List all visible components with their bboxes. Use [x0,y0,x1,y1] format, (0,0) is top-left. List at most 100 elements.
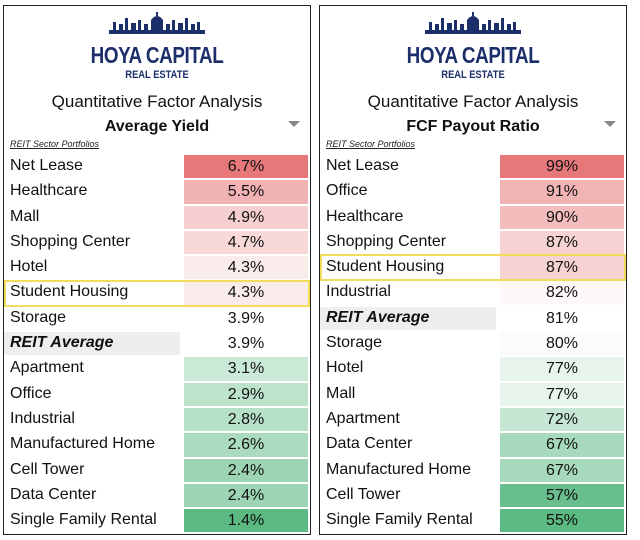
table-row: Single Family Rental 55% [320,508,626,533]
hoya-capital-logo: HOYA CAPITAL REAL ESTATE [320,12,626,92]
value-cell: 67% [500,458,624,482]
row-label: Apartment [326,409,400,427]
row-label: Hotel [10,258,48,276]
value-cell: 6.7% [184,155,308,179]
table-row: Data Center 2.4% [4,483,310,508]
hoya-capital-logo: HOYA CAPITAL REAL ESTATE [4,12,310,92]
table-row: Mall 4.9% [4,205,310,230]
table-row: Mall 77% [320,382,626,407]
table-row: Apartment 3.1% [4,356,310,381]
table-row: Industrial 2.8% [4,407,310,432]
chevron-down-icon[interactable] [604,121,616,127]
row-label: Shopping Center [326,232,447,250]
logo-subtitle: REAL ESTATE [125,69,189,81]
average-yield-panel: HOYA CAPITAL REAL ESTATE Quantitative Fa… [3,5,311,535]
average-label-background [320,306,496,331]
panel-subtitle: Quantitative Factor Analysis [367,92,579,111]
row-label: Shopping Center [10,232,131,250]
value-cell: 3.9% [184,332,308,356]
value-cell: 2.6% [184,433,308,457]
table-row: Manufactured Home 67% [320,458,626,483]
value-cell: 55% [500,509,624,533]
value-cell: 4.9% [184,205,308,229]
row-label: Storage [326,334,383,352]
value-cell: 77% [500,357,624,381]
table-row: Apartment 72% [320,407,626,432]
value-cell: 80% [500,332,624,356]
table-row: Net Lease 6.7% [4,154,310,179]
row-label: Single Family Rental [10,511,157,529]
value-cell: 3.9% [184,306,308,331]
table-row: Healthcare 90% [320,205,626,230]
value-cell: 5.5% [184,180,308,204]
row-label: Industrial [10,409,75,427]
row-label: Net Lease [326,157,399,174]
table-row: Data Center 67% [320,432,626,457]
value-cell: 90% [500,205,624,229]
table-row: Office 2.9% [4,382,310,407]
row-label: Healthcare [10,182,88,200]
skyline-icon [109,12,205,34]
row-label: Office [326,182,368,200]
logo-wordmark: HOYA CAPITAL [406,42,540,68]
value-cell: 4.3% [184,281,308,305]
value-cell: 2.4% [184,458,308,482]
row-label: Net Lease [10,157,83,174]
value-cell: 1.4% [184,509,308,533]
value-cell: 2.8% [184,407,308,432]
value-cell: 87% [500,256,624,280]
row-label: Industrial [326,283,391,301]
table-row: Storage 80% [320,331,626,356]
value-cell: 3.1% [184,357,308,381]
row-label: Storage [10,308,67,326]
row-label: Office [10,384,52,402]
value-cell: 99% [500,155,624,179]
row-label: Healthcare [326,207,404,225]
row-label: REIT Average [10,334,114,352]
row-label: Mall [326,384,356,402]
section-label: REIT Sector Portfolios [326,139,416,149]
value-cell: 67% [500,433,624,457]
value-cell: 87% [500,230,624,255]
factor-table: Net Lease 6.7% Healthcare 5.5% Mall 4.9% Shopp… [4,154,310,533]
table-row: Hotel 77% [320,356,626,381]
average-label-background [4,332,180,356]
table-row: Manufactured Home 2.6% [4,432,310,457]
value-cell: 72% [500,407,624,432]
logo-subtitle: REAL ESTATE [441,69,505,81]
row-label: Apartment [10,359,84,377]
row-label: Mall [10,207,40,225]
table-row: Hotel 4.3% [4,255,310,280]
skyline-icon [425,12,521,34]
panel-subtitle: Quantitative Factor Analysis [51,92,263,111]
metric-title: FCF Payout Ratio [406,118,540,135]
metric-title: Average Yield [104,118,210,135]
value-cell: 2.4% [184,483,308,508]
value-cell: 91% [500,180,624,204]
average-row: REIT Average 3.9% [4,331,310,356]
value-cell: 57% [500,483,624,508]
row-label: Cell Tower [326,485,401,503]
row-label: Student Housing [10,283,129,301]
table-row: Net Lease 99% [320,154,626,179]
row-label: Student Housing [326,258,445,276]
row-label: REIT Average [326,308,430,326]
value-cell: 77% [500,382,624,406]
row-label: Manufactured Home [10,435,155,453]
table-row: Single Family Rental 1.4% [4,508,310,533]
table-row: Healthcare 5.5% [4,179,310,204]
chevron-down-icon[interactable] [288,121,300,127]
factor-table: Net Lease 99% Office 91% Healthcare 90% Shoppi… [320,154,626,533]
average-row: REIT Average 81% [320,306,626,331]
table-row: Cell Tower 2.4% [4,458,310,483]
row-label: Data Center [10,485,97,503]
table-row: Industrial 82% [320,280,626,305]
value-cell: 82% [500,281,624,305]
section-label: REIT Sector Portfolios [10,139,100,149]
fcf-payout-panel: HOYA CAPITAL REAL ESTATE Quantitative Fa… [319,5,627,535]
table-row: Student Housing 87% [320,255,626,280]
table-row: Storage 3.9% [4,306,310,331]
value-cell: 4.3% [184,256,308,280]
row-label: Manufactured Home [326,460,471,478]
value-cell: 2.9% [184,382,308,406]
